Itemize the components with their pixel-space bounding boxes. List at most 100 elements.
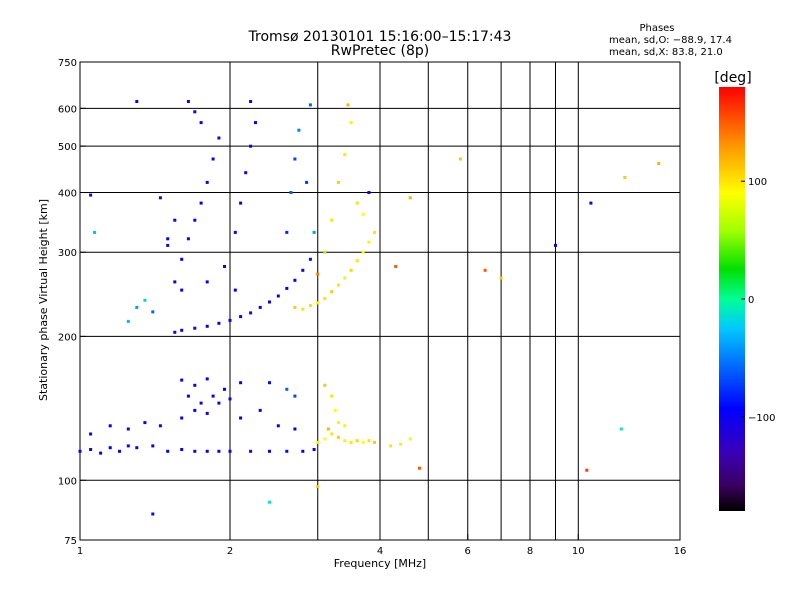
phase-stats-heading: Phases [639,23,674,34]
y-tick-label: 400 [58,188,77,199]
data-point [308,304,312,308]
data-point [297,128,301,132]
data-point [239,315,243,319]
data-point [249,311,253,315]
data-point [326,427,330,431]
y-tick-label: 600 [58,104,77,115]
y-tick-label: 75 [64,536,77,547]
data-point [323,250,327,254]
data-point [186,237,190,241]
data-point [301,268,305,272]
data-point [349,268,353,272]
data-point [228,318,232,322]
y-tick-label: 750 [58,58,77,69]
data-point [285,449,289,453]
data-point [193,383,197,387]
data-point [483,268,487,272]
data-point [228,397,232,401]
data-point [249,144,253,148]
x-tick-label: 2 [227,546,233,557]
data-point [205,280,209,284]
data-point [193,408,197,412]
data-point [323,383,327,387]
data-point [151,310,155,314]
data-point [336,283,340,287]
chart-title: Tromsø 20130101 15:16:00–15:17:43 [248,29,512,45]
data-point [268,300,271,304]
grid-lines [80,62,680,540]
colorbar-tick-label: −100 [748,413,775,424]
data-point [217,449,221,453]
data-point [126,319,130,323]
data-point [293,427,297,431]
phase-stats-o: mean, sd,O: −88.9, 17.4 [609,35,732,46]
data-point [205,411,209,415]
data-point [233,230,237,234]
data-point [408,437,412,441]
data-point [99,451,103,455]
data-point [293,305,297,309]
y-tick-label: 100 [58,476,77,487]
data-point [308,103,312,107]
data-point [343,276,347,280]
data-point [330,432,334,436]
data-point [361,212,365,216]
data-point [180,257,184,261]
data-point [239,416,243,420]
data-point [217,136,221,140]
data-point [316,485,320,489]
data-point [293,278,297,282]
data-point [193,110,197,114]
x-tick-label: 6 [465,546,471,557]
y-axis-label: Stationary phase Virtual Height [km] [37,199,50,401]
data-point [343,439,347,443]
data-point [217,401,221,405]
data-point [330,394,334,398]
data-point [268,449,271,453]
data-point [312,448,316,451]
data-point [193,218,197,222]
data-point [89,448,93,451]
data-point [223,387,226,391]
x-axis-label: Frequency [MHz] [334,557,426,570]
x-tick-label: 8 [527,546,533,557]
data-point [217,321,221,325]
data-point [316,440,320,444]
data-point [173,280,177,284]
colorbar-tick-label: 0 [748,295,754,306]
data-point [158,424,162,428]
x-tick-label: 1 [77,546,83,557]
data-point [173,218,177,222]
y-axis-ticks: 75 100 200 300 400 500 600 750 [58,58,86,547]
data-point [186,394,190,398]
data-point [367,191,371,194]
data-point [199,201,203,205]
data-point [623,176,627,179]
data-point [285,387,289,391]
data-points [78,100,661,516]
data-point [389,444,393,448]
data-point [276,424,280,428]
data-point [373,230,376,234]
data-point [361,440,365,444]
data-point [249,100,253,103]
data-point [126,427,130,431]
data-point [293,394,297,398]
data-point [228,449,232,453]
data-point [93,230,97,234]
data-point [205,377,209,381]
data-point [258,408,262,412]
data-point [186,100,190,103]
y-tick-label: 500 [58,142,77,153]
data-point [199,401,203,405]
data-point [349,440,353,444]
data-point [285,230,289,234]
data-point [135,100,139,103]
data-point [89,193,93,197]
data-point [367,439,371,443]
data-point [193,449,197,453]
data-point [239,381,243,385]
data-point [205,449,209,453]
data-point [293,157,297,161]
data-point [205,180,209,184]
